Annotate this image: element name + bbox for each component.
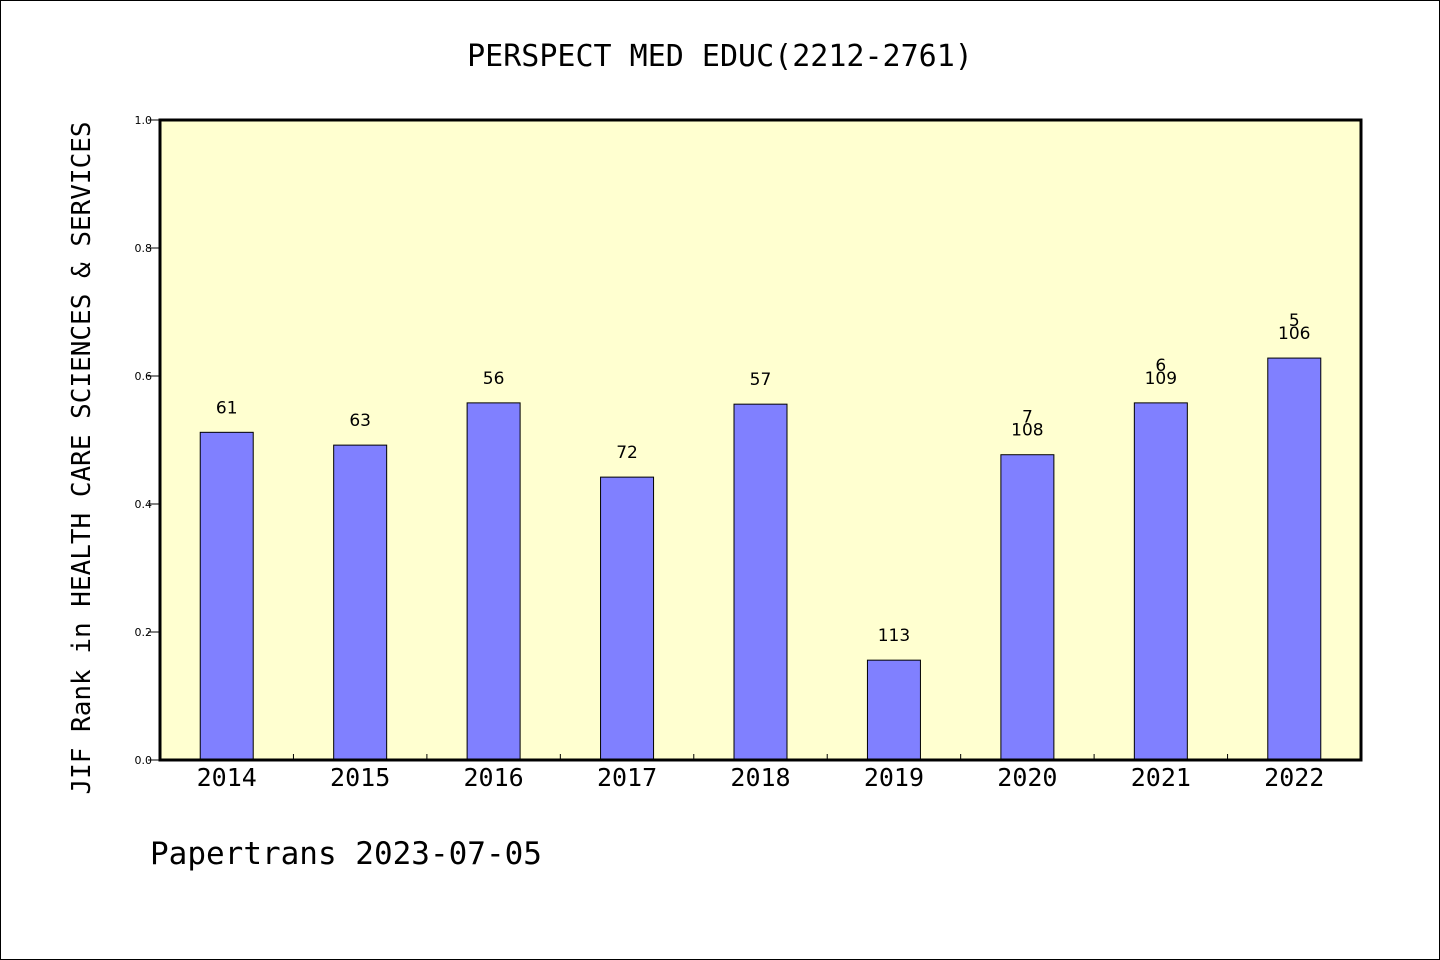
y-tick-label-0.0: 0.0 [135, 754, 153, 767]
bar-2021 [1133, 402, 1188, 761]
bar-label-top-2020: 7 [1022, 408, 1033, 428]
bar-label-2021: 109 [1145, 369, 1177, 389]
ticks-group: 2014 2015 2016 2017 2018 2019 2020 2021 2022 0.0 0… [135, 114, 1325, 792]
x-tick-label-2015: 2015 [330, 763, 390, 792]
bar-label-2015: 63 [349, 411, 371, 431]
chart-title: PERSPECT MED EDUC(2212-2761) [467, 39, 973, 74]
x-tick-label-2021: 2021 [1131, 763, 1191, 792]
x-tick-label-2017: 2017 [597, 763, 657, 792]
bar-label-2018: 57 [750, 370, 772, 390]
x-tick-label-2019: 2019 [864, 763, 924, 792]
y-tick-label-0.2: 0.2 [135, 626, 153, 639]
bar-2017 [600, 476, 655, 761]
bar-label-2014: 61 [216, 398, 238, 418]
y-tick-label-0.6: 0.6 [135, 370, 153, 383]
y-tick-label-0.4: 0.4 [135, 498, 153, 511]
footer-credit: Papertrans 2023-07-05 [150, 836, 542, 872]
bar-2018 [733, 403, 788, 761]
x-tick-label-2022: 2022 [1264, 763, 1324, 792]
bar-2016 [466, 402, 521, 761]
bar-2015 [333, 444, 388, 761]
bar-2020 [1000, 454, 1055, 761]
y-tick-label-0.8: 0.8 [135, 242, 153, 255]
bar-label-2017: 72 [616, 443, 638, 463]
bar-label-2016: 56 [483, 369, 505, 389]
plot-border [158, 118, 1363, 762]
y-axis-label: JIF Rank in HEALTH CARE SCIENCES & SERVI… [67, 121, 97, 794]
x-tick-label-2018: 2018 [730, 763, 790, 792]
bar-label-top-2021: 6 [1155, 356, 1166, 376]
bar-2022 [1267, 357, 1322, 761]
bar-label-2020: 108 [1011, 421, 1043, 441]
bar-2019 [866, 659, 921, 761]
bar-label-top-2022: 5 [1289, 311, 1300, 331]
x-tick-label-2020: 2020 [997, 763, 1057, 792]
bar-label-2019: 113 [878, 626, 910, 646]
y-tick-label-1.0: 1.0 [135, 114, 153, 127]
x-tick-label-2016: 2016 [464, 763, 524, 792]
bar-label-2022: 106 [1278, 324, 1310, 344]
bar-2014 [199, 431, 254, 761]
x-tick-label-2014: 2014 [197, 763, 257, 792]
